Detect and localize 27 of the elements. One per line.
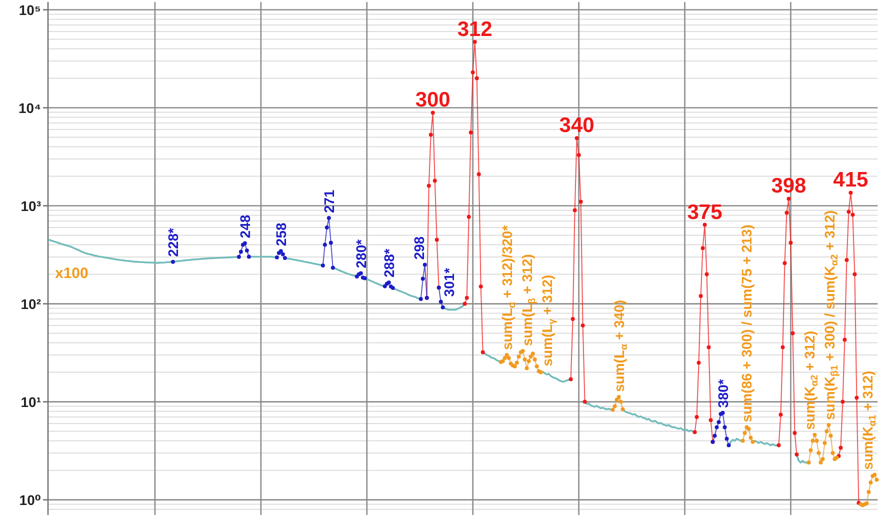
annotation: sum(86 + 300) / sum(75 + 213) [738,224,755,422]
point [280,252,285,256]
annotation: 301* [440,267,457,297]
annotation: 258 [272,222,289,246]
y-tick-label: 10¹ [20,394,42,410]
annotation: 280* [352,238,369,268]
y-tick-label: 10⁴ [18,100,42,116]
y-tick-label: 10³ [20,198,42,214]
point [170,260,175,264]
annotation: x100 [55,264,88,282]
y-tick-label: 10⁵ [18,2,41,18]
annotation: 375 [687,200,723,224]
y-tick-label: 10² [20,296,42,312]
annotation: 271 [320,189,337,214]
annotation: 228* [164,227,181,257]
annotation: 380* [714,378,731,408]
point [282,256,287,260]
annotation: 398 [771,174,807,198]
annotation: 300 [415,88,450,112]
annotation: 288* [380,248,397,278]
annotation: 415 [833,168,869,192]
annotation: 248 [236,214,253,238]
annotation: 298 [410,236,427,260]
point [274,255,279,260]
y-tick-label: 10⁰ [19,492,41,508]
annotation: 340 [559,114,594,138]
annotation: 312 [457,18,492,41]
